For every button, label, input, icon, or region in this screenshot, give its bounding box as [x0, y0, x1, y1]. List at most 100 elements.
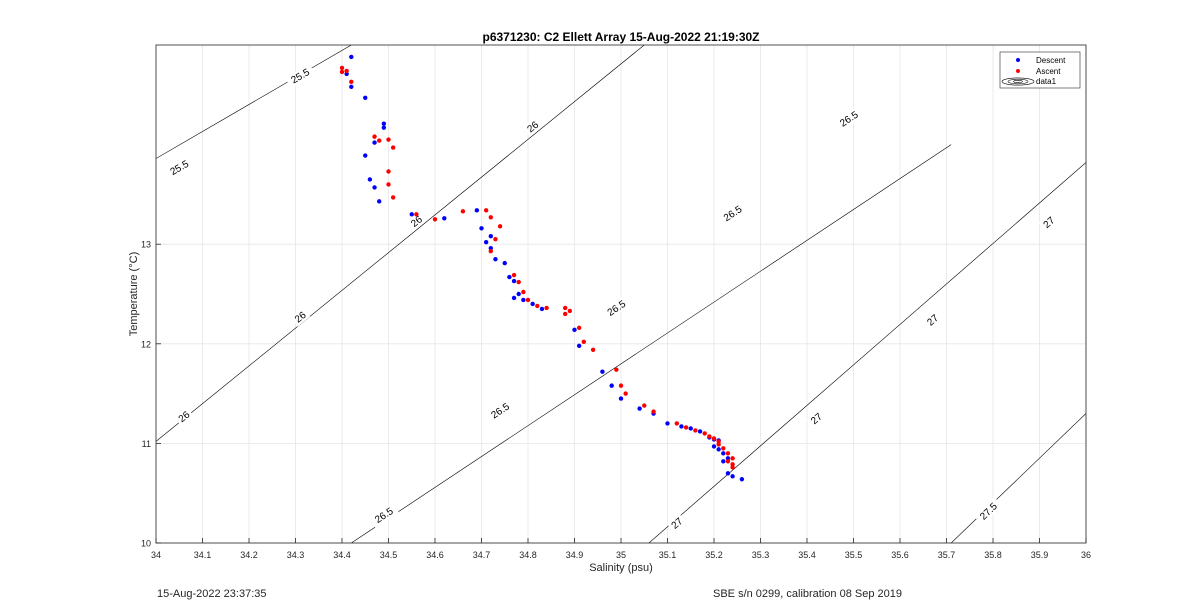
point-ascent — [339, 65, 345, 71]
point-ascent — [725, 451, 731, 456]
point-ascent — [581, 339, 586, 345]
x-tick-label: 34.8 — [519, 550, 537, 560]
point-descent — [507, 274, 512, 280]
point-ascent — [590, 347, 596, 352]
y-tick-label: 11 — [142, 439, 151, 449]
point-ascent — [432, 217, 438, 222]
point-descent — [409, 212, 414, 217]
point-ascent — [725, 459, 731, 464]
contour-label-background — [806, 408, 827, 429]
point-ascent — [642, 403, 647, 408]
point-ascent — [716, 442, 721, 447]
point-descent — [609, 383, 614, 388]
legend-label-descent: Descent — [1036, 56, 1066, 65]
contour-label-background — [833, 105, 864, 132]
y-axis-ticks: 10 11 12 13 — [141, 240, 161, 549]
point-ascent — [721, 446, 726, 451]
point-ascent — [521, 289, 526, 295]
x-tick-label: 34.4 — [333, 550, 351, 560]
point-descent — [572, 327, 577, 333]
contour-label-background — [1038, 212, 1059, 233]
point-descent — [688, 426, 693, 431]
point-ascent — [563, 311, 568, 317]
x-tick-label: 35.7 — [938, 550, 956, 560]
contour-label-background — [290, 307, 311, 327]
grid-lines — [155, 45, 1087, 544]
point-ascent — [414, 212, 419, 217]
point-descent — [381, 121, 387, 126]
x-tick-label: 34 — [151, 550, 161, 560]
x-tick-label: 35.5 — [845, 550, 863, 560]
point-descent — [381, 125, 387, 130]
point-descent — [721, 459, 726, 464]
footer-timestamp: 15-Aug-2022 23:37:35 — [157, 588, 267, 600]
point-descent — [637, 406, 642, 411]
point-ascent — [516, 279, 521, 285]
contour-label-background — [666, 513, 687, 533]
point-ascent — [488, 215, 493, 220]
contour-label-background — [406, 211, 427, 231]
contour-label-background — [164, 155, 195, 180]
point-descent — [372, 185, 377, 190]
point-ascent — [386, 169, 391, 174]
point-ascent — [390, 145, 396, 150]
point-ascent — [535, 303, 540, 309]
point-ascent — [372, 134, 377, 139]
point-descent — [721, 451, 726, 456]
point-ascent — [683, 425, 689, 430]
point-descent — [349, 54, 354, 60]
x-tick-label: 34.6 — [426, 550, 444, 560]
legend-box — [999, 51, 1081, 89]
point-descent — [377, 199, 382, 204]
point-descent — [502, 260, 507, 266]
contour-label-background — [285, 63, 316, 89]
point-descent — [474, 208, 480, 213]
chart-title: p6371230: C2 Ellett Array 15-Aug-2022 21… — [482, 30, 759, 44]
point-ascent — [618, 383, 624, 388]
x-tick-label: 34.2 — [240, 550, 258, 560]
point-ascent — [386, 137, 391, 142]
point-ascent — [567, 308, 573, 314]
x-tick-label: 35.2 — [705, 550, 723, 560]
x-tick-label: 35.8 — [984, 550, 1002, 560]
point-descent — [739, 477, 745, 482]
point-ascent — [674, 421, 679, 426]
point-descent — [530, 301, 535, 307]
point-descent — [367, 177, 373, 182]
point-descent — [679, 424, 684, 429]
point-ascent — [614, 367, 619, 372]
x-tick-label: 34.9 — [566, 550, 584, 560]
point-descent — [349, 84, 354, 90]
x-tick-label: 34.3 — [287, 550, 305, 560]
point-ascent — [483, 208, 489, 213]
data-points — [339, 54, 745, 482]
contour-line-25.5 — [156, 45, 352, 159]
y-axis-label: Temperature (°C) — [128, 252, 140, 336]
point-ascent — [460, 209, 466, 214]
contour-line-26.5 — [351, 144, 952, 543]
contour-label-background — [974, 497, 1003, 526]
contour-label-background — [485, 397, 516, 424]
point-ascent — [349, 79, 354, 85]
point-descent — [576, 343, 582, 348]
density-contours — [156, 45, 1086, 543]
legend-contour-icon — [1001, 77, 1035, 86]
point-ascent — [377, 138, 382, 143]
legend-marker-descent — [1016, 58, 1020, 62]
point-ascent — [497, 224, 503, 229]
point-ascent — [702, 431, 707, 436]
point-descent — [516, 291, 521, 297]
x-tick-label: 35.9 — [1031, 550, 1049, 560]
point-ascent — [730, 465, 735, 470]
x-tick-label: 36 — [1081, 550, 1091, 560]
x-tick-label: 35 — [616, 550, 626, 560]
x-tick-label: 35.1 — [659, 550, 677, 560]
point-descent — [483, 240, 489, 245]
contour-line-26 — [156, 45, 645, 442]
point-descent — [372, 140, 377, 145]
point-descent — [711, 444, 717, 449]
point-descent — [539, 306, 545, 312]
point-ascent — [544, 305, 549, 311]
legend-label-ascent: Ascent — [1036, 67, 1061, 76]
